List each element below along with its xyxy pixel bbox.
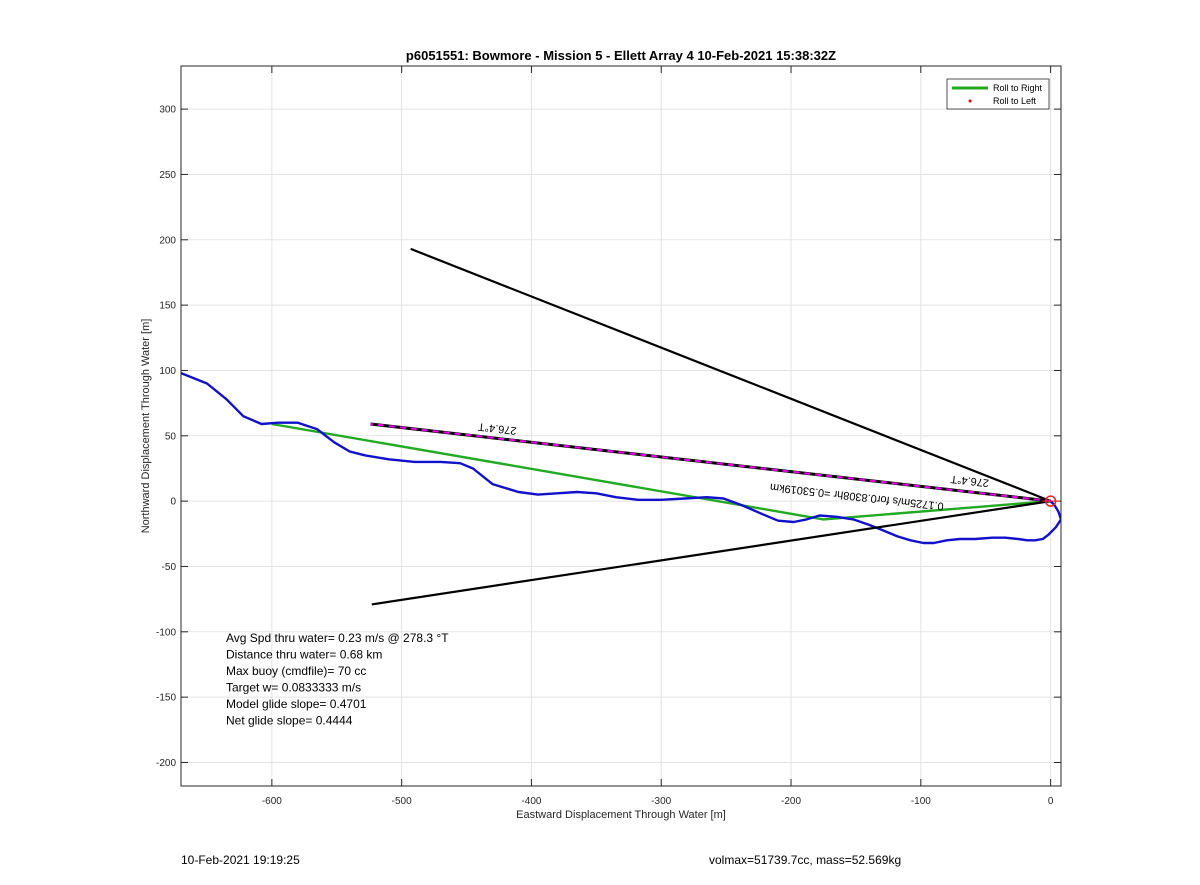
chart-title: p6051551: Bowmore - Mission 5 - Ellett A…	[406, 48, 836, 63]
bound-line-north	[410, 247, 1052, 503]
y-axis-label: Northward Displacement Through Water [m]	[140, 319, 152, 534]
legend: Roll to Right Roll to Left	[946, 78, 1050, 110]
stats-line: Model glide slope= 0.4701	[226, 697, 367, 711]
axis-ticks: -600 -500 -400 -300 -200 -100 0-200-150-100-50…	[156, 66, 1061, 807]
track-line	[181, 371, 1061, 545]
footer-timestamp: 10-Feb-2021 19:19:25	[181, 853, 300, 867]
y-tick-label: 50	[165, 431, 177, 442]
x-axis-label: Eastward Displacement Through Water [m]	[516, 809, 726, 821]
stats-line: Max buoy (cmdfile)= 70 cc	[226, 664, 366, 678]
y-tick-label: 250	[159, 170, 176, 181]
stats-line: Avg Spd thru water= 0.23 m/s @ 278.3 °T	[226, 631, 449, 645]
bound-line-south	[371, 500, 1051, 606]
y-tick-label: 300	[159, 105, 176, 116]
footer-summary: volmax=51739.7cc, mass=52.569kg	[709, 853, 902, 867]
stats-line: Net glide slope= 0.4444	[226, 714, 353, 728]
x-tick-label: -100	[911, 796, 931, 807]
legend-label-roll-right: Roll to Right	[993, 83, 1043, 93]
y-tick-label: 100	[159, 366, 176, 377]
plot-frame	[180, 65, 1062, 787]
y-tick-label: 0	[170, 497, 176, 508]
legend-swatch-roll-left	[968, 99, 972, 103]
plot-area	[181, 247, 1061, 606]
x-tick-label: 0	[1048, 796, 1054, 807]
annotation-label: 276.4°T	[477, 420, 517, 436]
annotation-label: 276.4°T	[950, 472, 990, 488]
plot-background	[181, 66, 1061, 786]
legend-box	[946, 78, 1050, 110]
roll-right-line	[271, 422, 1051, 521]
y-tick-label: -200	[156, 758, 176, 769]
stats-line: Distance thru water= 0.68 km	[226, 648, 382, 662]
y-tick-label: -150	[156, 693, 176, 704]
y-tick-label: -100	[156, 627, 176, 638]
x-tick-label: -200	[781, 796, 801, 807]
data-series	[181, 247, 1061, 606]
x-tick-label: -300	[651, 796, 671, 807]
y-tick-label: 150	[159, 301, 176, 312]
heading-line	[370, 423, 1051, 503]
x-tick-label: -400	[521, 796, 541, 807]
stats-block: Avg Spd thru water= 0.23 m/s @ 278.3 °T D…	[226, 631, 449, 728]
legend-label-roll-left: Roll to Left	[993, 96, 1037, 106]
y-tick-label: -50	[162, 562, 177, 573]
y-tick-label: 200	[159, 235, 176, 246]
x-tick-label: -500	[392, 796, 412, 807]
x-tick-label: -600	[262, 796, 282, 807]
stats-line: Target w= 0.0833333 m/s	[226, 681, 361, 695]
